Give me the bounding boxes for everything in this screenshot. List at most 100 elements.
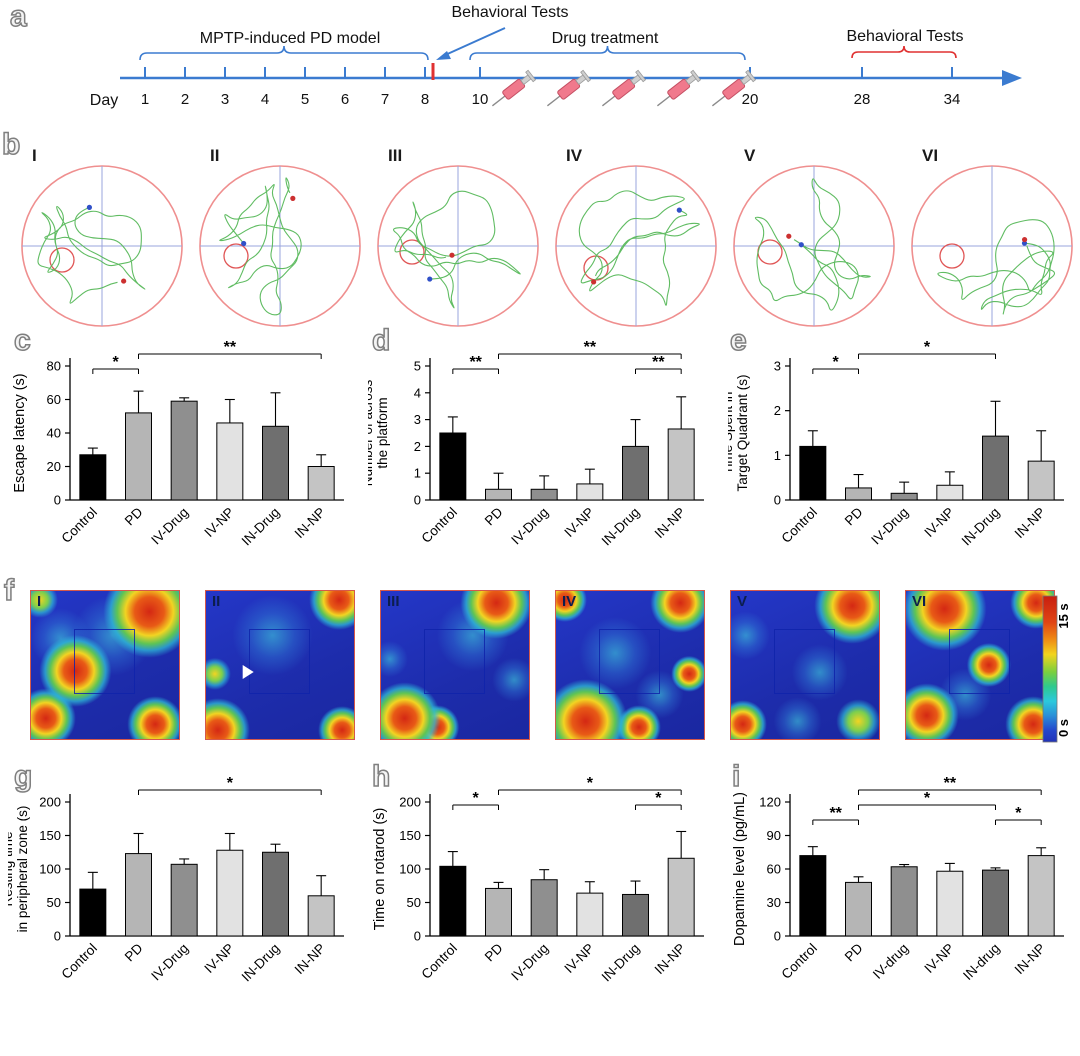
bar — [170, 863, 198, 937]
center-zone-outline — [948, 629, 1011, 694]
x-category-label: IV-NP — [561, 941, 597, 977]
track-end-dot — [449, 252, 455, 258]
y-tick-label: 20 — [47, 459, 61, 474]
x-category-label: IN-NP — [292, 941, 329, 978]
x-category-label: IV-Drug — [148, 505, 191, 548]
track-start-dot — [86, 204, 93, 210]
heatmap-panel-label: V — [737, 593, 748, 610]
day-tick-label: 10 — [472, 91, 489, 108]
panel-letter-a: a — [9, 0, 27, 33]
bar — [982, 435, 1009, 501]
day-axis-label: Day — [89, 92, 119, 109]
x-category-label: IN-Drug — [239, 505, 283, 549]
bar — [890, 866, 918, 937]
bar — [170, 400, 198, 501]
panel-letter-d: d — [371, 324, 391, 357]
x-category-label: Control — [419, 505, 460, 546]
bar — [1027, 460, 1055, 501]
y-tick-label: 60 — [767, 862, 781, 877]
day-tick-label: 4 — [261, 91, 269, 108]
day-tick-label: 1 — [141, 91, 149, 108]
maze-panel-label-2: II — [210, 146, 220, 165]
heatmap-panel-6: VI — [905, 590, 1055, 740]
y-tick-label: 90 — [767, 828, 781, 843]
y-tick-label: 0 — [774, 493, 781, 508]
panel-letter-f: f — [3, 574, 15, 607]
bar-chart-dopamine-level: 0 30 60 90 120 Dopamine level (pg/mL) Control P… — [732, 776, 1064, 983]
bar — [439, 865, 467, 937]
swim-track — [578, 190, 700, 306]
significance-asterisk: ** — [829, 805, 842, 822]
x-category-label: PD — [482, 504, 506, 528]
center-zone-outline — [598, 629, 661, 694]
panel-letter-b: b — [1, 128, 21, 161]
significance-asterisk: ** — [469, 354, 482, 371]
y-tick-label: 0 — [774, 929, 781, 944]
day-tick-label: 5 — [301, 91, 309, 108]
y-axis-title: the platform — [375, 397, 390, 468]
bar-chart-resting-time: 0 50 100 150 200 Resting time in peripheral zo… — [8, 776, 344, 985]
bar — [485, 887, 512, 937]
syringe-icon — [546, 69, 592, 107]
day-tick-label: 34 — [944, 91, 961, 108]
x-category-label: PD — [122, 940, 146, 964]
y-tick-label: 50 — [47, 895, 61, 910]
heatmap-panel-label: II — [212, 593, 221, 610]
x-category-label: IN-Drug — [959, 505, 1003, 549]
bar — [576, 483, 604, 501]
day-tick-label: 2 — [181, 91, 189, 108]
day-tick-label: 28 — [854, 91, 871, 108]
syringe-icon — [601, 69, 647, 107]
x-category-label: PD — [842, 504, 866, 528]
bar — [439, 432, 467, 501]
bar — [485, 488, 512, 501]
maze-panel-label-1: I — [32, 146, 37, 165]
center-zone-outline — [248, 629, 311, 694]
platform-circle — [939, 243, 965, 269]
x-category-label: IN-NP — [292, 505, 329, 542]
x-category-label: PD — [122, 504, 146, 528]
bar-chart-target-quadrant-time: 0 1 2 3 Time Spent in Target Quadrant (s) Cont… — [728, 340, 1064, 549]
maze-panel-label-3: III — [388, 146, 403, 165]
bar — [262, 425, 289, 501]
significance-asterisk: * — [113, 354, 120, 371]
significance-asterisk: * — [924, 790, 931, 807]
syringe-icon — [491, 69, 537, 107]
y-tick-label: 50 — [407, 895, 421, 910]
bar-chart-escape-latency: 0 20 40 60 80 Escape latency (s) Control PD IV-D… — [12, 340, 344, 549]
center-zone-outline — [73, 629, 136, 694]
day-tick-label: 20 — [742, 91, 759, 108]
x-category-label: IN-Drug — [239, 941, 283, 985]
bar — [622, 445, 649, 501]
day-tick-label: 7 — [381, 91, 389, 108]
heatmap-panel-2: II — [205, 590, 355, 740]
x-category-label: PD — [842, 940, 866, 964]
panel-letter-g: g — [13, 760, 33, 793]
x-category-label: IV-Drug — [868, 505, 911, 548]
bar — [307, 895, 335, 937]
panel-letter-h: h — [371, 760, 391, 793]
bar — [125, 412, 152, 501]
drug-treatment-label: Drug treatment — [551, 30, 659, 47]
x-category-label: IV-drug — [870, 941, 911, 982]
track-start-dot — [241, 240, 247, 247]
heatmap-panel-5: V — [730, 590, 880, 740]
track-end-dot — [121, 278, 127, 284]
x-category-label: IV-Drug — [508, 505, 551, 548]
significance-asterisk: ** — [944, 776, 957, 792]
y-tick-label: 2 — [774, 403, 781, 418]
timeline-arrowhead-icon — [1002, 70, 1022, 86]
x-category-label: Control — [779, 505, 820, 546]
bar — [622, 893, 649, 937]
x-category-label: Control — [59, 941, 100, 982]
x-category-label: IN-NP — [1012, 505, 1049, 542]
swim-track — [219, 177, 302, 316]
heatmap-panel-label: IV — [562, 593, 577, 610]
bar — [845, 881, 872, 937]
y-tick-label: 0 — [54, 493, 61, 508]
bar — [216, 849, 244, 937]
maze-panel-label-4: IV — [566, 146, 583, 165]
x-category-label: IN-drug — [960, 941, 1002, 983]
heatmap-panel-label: I — [37, 593, 42, 610]
bar — [307, 466, 335, 501]
